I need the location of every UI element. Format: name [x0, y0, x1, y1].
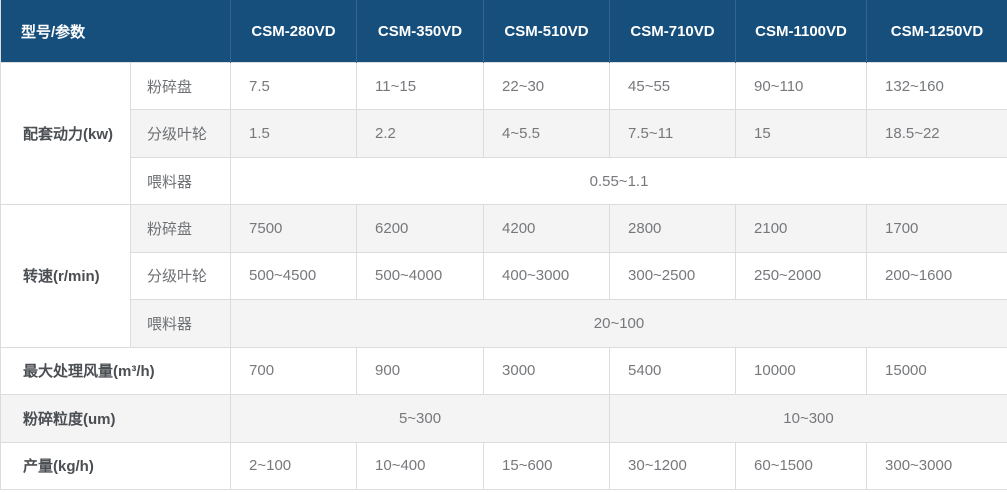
- value-cell: 22~30: [483, 61, 611, 111]
- value-cell: 132~160: [866, 61, 1007, 111]
- header-row: 型号/参数 CSM-280VD CSM-350VD CSM-510VD CSM-…: [0, 0, 1007, 63]
- sub-label: 分级叶轮: [129, 109, 232, 158]
- value-cell: 200~1600: [866, 251, 1007, 301]
- value-cell: 300~3000: [866, 441, 1007, 490]
- value-cell: 1.5: [230, 109, 358, 158]
- value-cell: 500~4000: [356, 251, 485, 301]
- table-body: 配套动力(kw) 粉碎盘 7.5 11~15 22~30 45~55 90~11…: [0, 61, 1007, 490]
- model-column-header: CSM-1250VD: [866, 0, 1007, 63]
- model-column-header: CSM-510VD: [483, 0, 610, 63]
- table-header: 型号/参数 CSM-280VD CSM-350VD CSM-510VD CSM-…: [0, 0, 1007, 63]
- value-cell: 18.5~22: [866, 109, 1007, 158]
- value-cell: 4200: [483, 204, 611, 253]
- value-cell: 4~5.5: [483, 109, 611, 158]
- table-row: 最大处理风量(m³/h) 700 900 3000 5400 10000 150…: [0, 346, 1007, 396]
- value-cell: 2100: [735, 204, 868, 253]
- model-column-header: CSM-350VD: [356, 0, 484, 63]
- merged-value-cell: 5~300: [230, 394, 611, 443]
- value-cell: 400~3000: [483, 251, 611, 301]
- value-cell: 11~15: [356, 61, 485, 111]
- value-cell: 2800: [609, 204, 737, 253]
- value-cell: 300~2500: [609, 251, 737, 301]
- sub-label: 粉碎盘: [129, 204, 232, 253]
- sub-label: 粉碎盘: [129, 61, 232, 111]
- table-row: 喂料器 20~100: [1, 299, 1007, 348]
- row-label-granularity: 粉碎粒度(um): [0, 394, 232, 443]
- value-cell: 10~400: [356, 441, 485, 490]
- value-cell: 900: [356, 346, 485, 396]
- merged-value-cell: 10~300: [609, 394, 1007, 443]
- value-cell: 45~55: [609, 61, 737, 111]
- model-column-header: CSM-280VD: [230, 0, 357, 63]
- model-column-header: CSM-1100VD: [735, 0, 867, 63]
- sub-label: 喂料器: [129, 299, 232, 348]
- merged-value-cell: 20~100: [230, 299, 1007, 348]
- model-column-header: CSM-710VD: [609, 0, 736, 63]
- value-cell: 7500: [230, 204, 358, 253]
- value-cell: 2~100: [230, 441, 358, 490]
- table-row: 粉碎粒度(um) 5~300 10~300: [0, 394, 1007, 443]
- param-header: 型号/参数: [0, 0, 231, 63]
- table-row: 转速(r/min) 粉碎盘 7500 6200 4200 2800 2100 1…: [0, 204, 1007, 348]
- sub-label: 喂料器: [129, 156, 232, 206]
- value-cell: 7.5: [230, 61, 358, 111]
- value-cell: 3000: [483, 346, 611, 396]
- value-cell: 10000: [735, 346, 868, 396]
- value-cell: 6200: [356, 204, 485, 253]
- row-label-capacity: 产量(kg/h): [0, 441, 232, 490]
- value-cell: 250~2000: [735, 251, 868, 301]
- section-label-speed: 转速(r/min): [0, 204, 131, 348]
- value-cell: 60~1500: [735, 441, 868, 490]
- value-cell: 700: [230, 346, 358, 396]
- row-label-airflow: 最大处理风量(m³/h): [0, 346, 232, 396]
- table-row: 喂料器 0.55~1.1: [1, 156, 1007, 206]
- value-cell: 90~110: [735, 61, 868, 111]
- value-cell: 15000: [866, 346, 1007, 396]
- value-cell: 2.2: [356, 109, 485, 158]
- value-cell: 15~600: [483, 441, 611, 490]
- sub-label: 分级叶轮: [129, 251, 232, 301]
- table-row: 配套动力(kw) 粉碎盘 7.5 11~15 22~30 45~55 90~11…: [0, 61, 1007, 206]
- value-cell: 500~4500: [230, 251, 358, 301]
- value-cell: 30~1200: [609, 441, 737, 490]
- value-cell: 15: [735, 109, 868, 158]
- merged-value-cell: 0.55~1.1: [230, 156, 1007, 206]
- table-row: 分级叶轮 500~4500 500~4000 400~3000 300~2500…: [1, 251, 1007, 301]
- section-label-power: 配套动力(kw): [0, 61, 131, 206]
- table-row: 分级叶轮 1.5 2.2 4~5.5 7.5~11 15 18.5~22: [1, 109, 1007, 158]
- value-cell: 5400: [609, 346, 737, 396]
- table-row: 产量(kg/h) 2~100 10~400 15~600 30~1200 60~…: [0, 441, 1007, 490]
- value-cell: 7.5~11: [609, 109, 737, 158]
- value-cell: 1700: [866, 204, 1007, 253]
